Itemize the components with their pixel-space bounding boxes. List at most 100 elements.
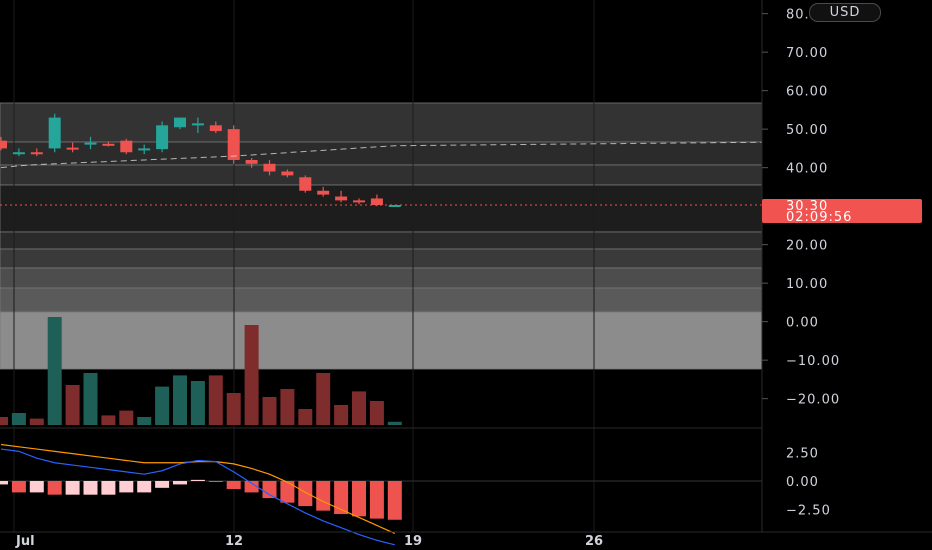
macd-histogram-bar [244, 481, 259, 493]
macd-histogram-bar [65, 481, 80, 495]
bar-countdown: 02:09:56 [786, 210, 853, 225]
macd-axis[interactable]: 2.50 0.00 −2.50 [786, 447, 831, 519]
band [0, 267, 763, 289]
last-price-tag: 30.30 02:09:56 [762, 199, 922, 225]
candlesticks [0, 113, 401, 207]
band [0, 287, 763, 313]
volume-bar [280, 389, 295, 425]
price-axis-label: −10.00 [786, 354, 840, 369]
candle-body [191, 123, 204, 126]
volume-bar [226, 393, 241, 425]
price-axis-label: 70.00 [786, 46, 828, 61]
candle-body [227, 129, 240, 160]
candle-body [30, 152, 43, 155]
candle-body [263, 163, 276, 172]
candle-body [12, 152, 25, 155]
currency-badge[interactable]: USD [809, 3, 881, 22]
volume-bar [0, 417, 8, 425]
time-axis-label: Jul [15, 534, 35, 549]
volume-bar [47, 317, 62, 425]
band [0, 102, 763, 143]
band [0, 164, 763, 186]
candle-body [0, 140, 7, 149]
macd-histogram-bar [101, 481, 116, 495]
candle-body [66, 147, 79, 150]
time-axis-label: 19 [404, 534, 422, 549]
candle-body [209, 125, 222, 132]
candle-body [299, 177, 312, 191]
time-axis[interactable]: Jul 12 19 26 [15, 534, 603, 549]
volume-bar [29, 418, 44, 425]
macd-histogram-bar [190, 479, 205, 481]
macd-histogram-bar [316, 481, 331, 511]
macd-axis-label: 0.00 [786, 475, 819, 490]
candle-body [120, 140, 133, 153]
macd-histogram-bar [119, 481, 134, 493]
volume-bar [369, 401, 384, 425]
volume-bar [83, 373, 98, 425]
band [0, 248, 763, 269]
price-axis-label: −20.00 [786, 393, 840, 408]
volume-bar [11, 413, 26, 425]
macd-histogram-bar [11, 481, 26, 493]
candle-body [281, 171, 294, 176]
volume-bar [316, 373, 331, 425]
band [0, 311, 763, 370]
macd-histogram-bar [29, 481, 44, 493]
time-axis-label: 12 [225, 534, 243, 549]
volume-bar [137, 417, 152, 425]
signal-line [0, 443, 396, 534]
volume-bar [244, 325, 259, 425]
macd-histogram-bar [298, 481, 313, 507]
macd-histogram-bar [369, 481, 384, 519]
band [0, 184, 763, 233]
candle-body [48, 117, 61, 149]
volume-bar [387, 421, 402, 425]
volume-bar [262, 397, 277, 425]
volume-bar [65, 385, 80, 425]
candle-body [102, 143, 115, 146]
price-axis-label: 50.00 [786, 123, 828, 138]
macd-histogram-bar [173, 481, 187, 485]
macd-histogram-bar [83, 481, 98, 495]
candle-body [245, 159, 258, 164]
candle-body [353, 200, 365, 203]
volume-bar [334, 405, 349, 425]
macd-histogram-bar [262, 481, 277, 499]
macd-histogram-bar [208, 481, 223, 482]
volume-bar [352, 391, 366, 425]
candle-body [335, 196, 348, 201]
moving-average-line [0, 141, 763, 169]
macd-histogram-bar [0, 481, 8, 485]
macd-axis-label: 2.50 [786, 447, 819, 462]
price-axis-label: 40.00 [786, 162, 828, 177]
volume-bar [190, 381, 205, 425]
band [0, 231, 763, 250]
macd-pane [0, 443, 762, 546]
candle-body [156, 125, 169, 150]
volume-bars [0, 317, 402, 425]
last-price-value: 30.30 [786, 199, 829, 214]
macd-histogram-bar [334, 481, 349, 515]
time-axis-label: 26 [585, 534, 603, 549]
price-axis-label: 20.00 [786, 239, 828, 254]
candle-body [174, 117, 186, 128]
candle-body [388, 205, 401, 207]
candle-body [138, 148, 151, 151]
volume-bar [173, 375, 187, 425]
macd-histogram-bar [137, 481, 152, 493]
moving-average-path [0, 141, 763, 169]
candle-body [370, 198, 383, 205]
macd-histogram-bar [155, 481, 170, 488]
macd-histogram-bar [226, 481, 241, 489]
volume-bar [298, 409, 313, 425]
macd-histogram-bar [280, 481, 295, 503]
volume-bar [119, 410, 134, 425]
macd-line [0, 448, 395, 546]
candle-body [84, 142, 97, 145]
macd-histogram-bar [47, 481, 62, 495]
macd-histogram-bar [387, 481, 402, 520]
macd-axis-label: −2.50 [786, 504, 831, 519]
price-axis-label: 10.00 [786, 277, 828, 292]
